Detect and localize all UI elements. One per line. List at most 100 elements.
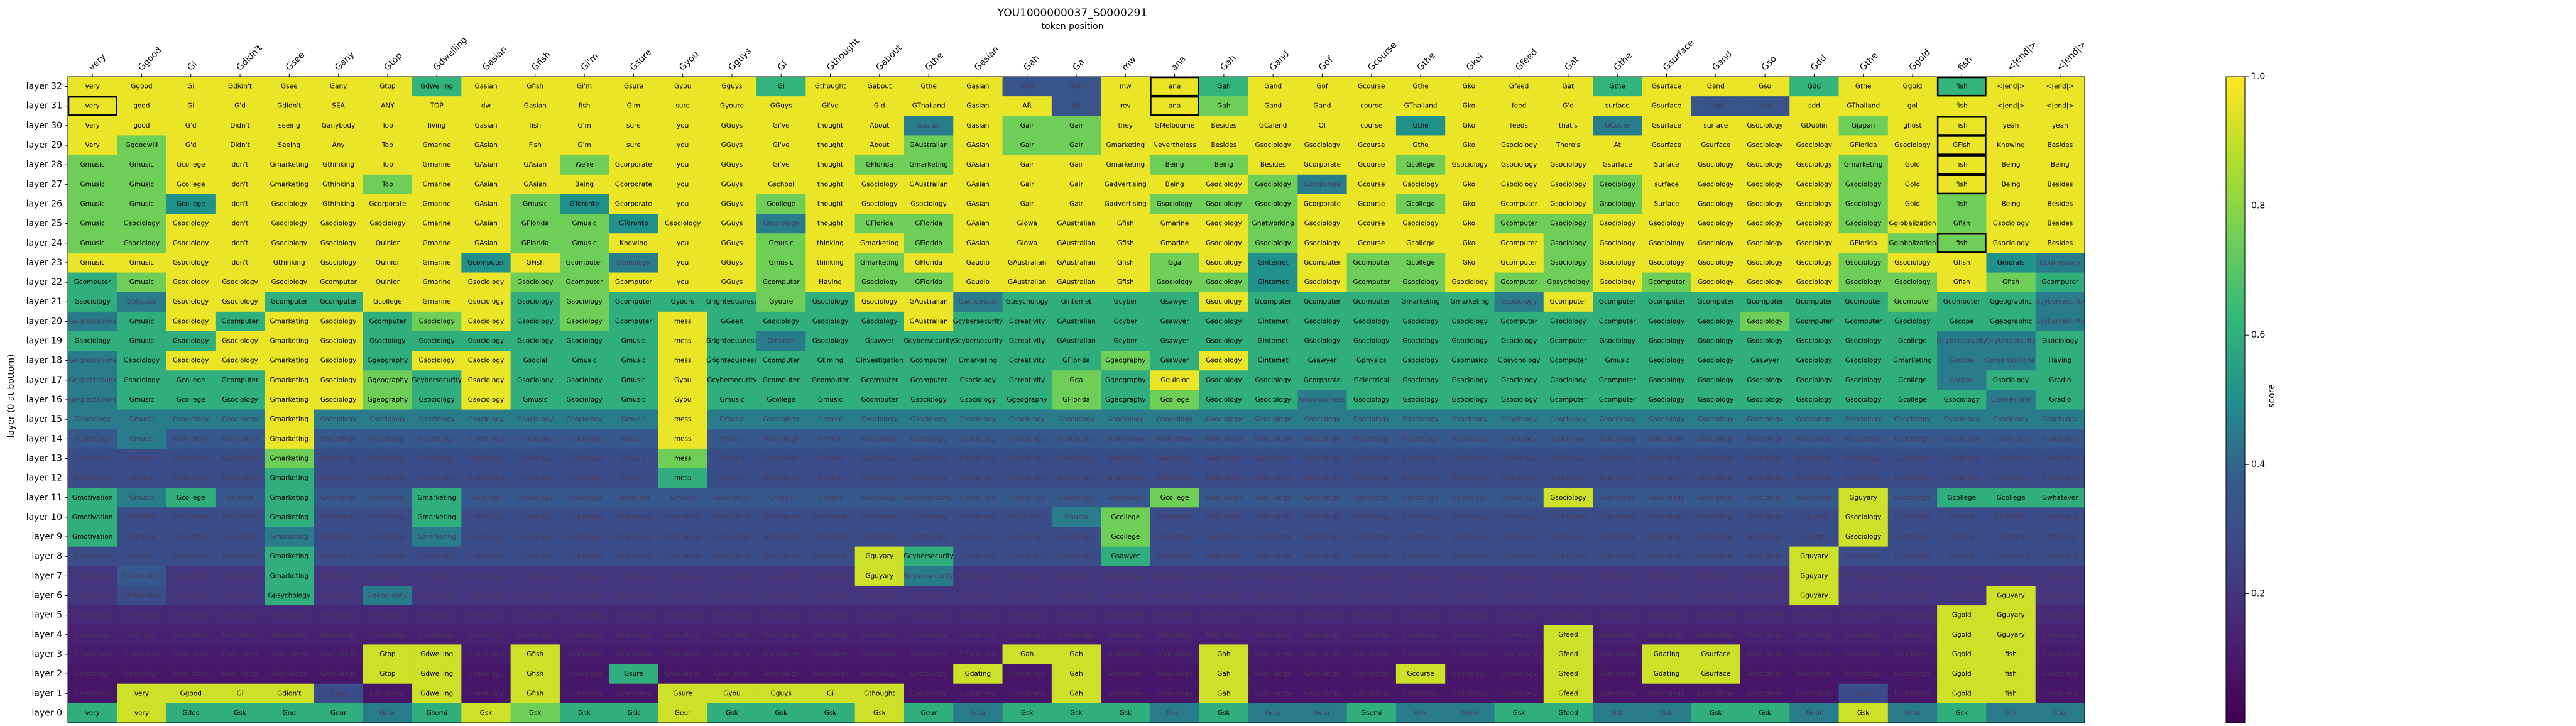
cell-label: Gsociology [1698, 454, 1733, 462]
cell-label: Gdidn't [277, 102, 301, 110]
cell-label: Gcollege [767, 200, 795, 207]
heatmap-cell [215, 585, 265, 606]
heatmap-cell [215, 233, 265, 253]
cell-label: Gsociology [1058, 553, 1094, 560]
heatmap-cell [756, 683, 806, 704]
heatmap-cell [1789, 272, 1840, 293]
heatmap-cell [609, 644, 659, 665]
heatmap-cell [314, 390, 364, 410]
cell-label: Gcomputer [1353, 278, 1390, 286]
cell-label: Gmusic [621, 454, 646, 462]
cell-label: feeds [1510, 122, 1528, 129]
y-tick-label: layer 24 [26, 238, 62, 248]
cell-label: Gsociology [1255, 651, 1291, 658]
cell-label: Gcomputer [1550, 298, 1587, 305]
cell-label: surface [1654, 180, 1679, 188]
heatmap-cell [1002, 625, 1052, 645]
heatmap-cell [1887, 194, 1938, 214]
cell-label: Gsociology [468, 690, 504, 697]
cell-label: Nevertheless [1153, 141, 1196, 149]
heatmap-cell [68, 233, 117, 253]
colorbar-segment [2226, 512, 2245, 519]
cell-label: Gsociology [1600, 239, 1635, 247]
cell-label: Gcomputer [1550, 396, 1587, 404]
heatmap-cell [2035, 605, 2085, 625]
cell-label: Gsociology [369, 533, 405, 541]
cell-label: Gsociology [320, 357, 356, 365]
cell-label: Gsociology [173, 298, 209, 305]
heatmap-cell [953, 214, 1003, 234]
cell-label: Gmarketing [270, 553, 308, 560]
cell-label: G'd [874, 102, 885, 110]
cell-label: Gsociology [1157, 454, 1192, 462]
heatmap-cell [1691, 233, 1741, 253]
heatmap-cell [756, 644, 806, 665]
heatmap-cell [658, 703, 708, 723]
cell-label: GFish [527, 259, 544, 267]
cell-label: Gsociology [1353, 612, 1389, 619]
colorbar-segment [2226, 136, 2245, 142]
cell-label: Gsociology [468, 631, 504, 639]
cell-label: Gthinking [618, 494, 650, 502]
cell-label: fish [1956, 83, 1968, 91]
cell-label: Ggeography [368, 377, 408, 384]
heatmap-cell [510, 194, 560, 214]
heatmap-cell [1543, 155, 1593, 175]
cell-label: Gsociology [1501, 553, 1537, 560]
colorbar-segment [2226, 157, 2245, 164]
cell-label: Gmusic [129, 454, 154, 462]
heatmap-cell [854, 77, 905, 97]
heatmap-cell [1346, 116, 1397, 136]
heatmap-cell [1494, 174, 1544, 195]
heatmap-cell [1986, 77, 2036, 97]
heatmap-cell [1150, 135, 1200, 156]
heatmap-cell [854, 253, 905, 273]
heatmap-cell [1642, 507, 1692, 527]
heatmap-cell [854, 625, 905, 645]
cell-label: Gsociology [1108, 494, 1143, 502]
heatmap-cell [559, 135, 609, 156]
x-tick-label: Gasian [481, 45, 509, 73]
heatmap-cell [854, 703, 905, 723]
heatmap-cell [117, 468, 167, 488]
colorbar-segment [2226, 593, 2245, 600]
heatmap-cell [314, 429, 364, 449]
x-tick-label: Gthe [1416, 51, 1438, 73]
cell-label: Gmusic [818, 415, 843, 423]
heatmap-cell [1986, 448, 2036, 469]
cell-label: Gsociology [1353, 533, 1389, 541]
heatmap-cell [1691, 311, 1741, 332]
cell-label: Gsociology [1550, 514, 1586, 521]
cell-label: Gsociology [616, 612, 652, 619]
cell-label: Gsociology [1944, 475, 1980, 482]
heatmap-cell [953, 683, 1003, 704]
cell-label: Gsociology [812, 338, 848, 345]
heatmap-cell [314, 488, 364, 508]
heatmap-cell [1642, 448, 1692, 469]
heatmap-cell [756, 488, 806, 508]
heatmap-cell [363, 488, 413, 508]
cell-label: Gsociology [1206, 200, 1242, 207]
x-tick-label: Gand [1268, 49, 1292, 73]
heatmap-cell [1051, 683, 1101, 704]
colorbar-segment [2226, 340, 2245, 347]
cell-label: Gsociology [2042, 475, 2078, 482]
heatmap-cell [756, 155, 806, 175]
heatmap-cell [707, 194, 757, 214]
heatmap-cell [363, 566, 413, 586]
heatmap-cell [658, 135, 708, 156]
heatmap-cell [166, 488, 216, 508]
heatmap-grid: very Ggood Gi Gdidn't Gsee Gany Gtop Gdwelling G… [67, 76, 2085, 723]
cell-label: Gsociology [320, 220, 356, 228]
cell-label: Gsociology [1747, 612, 1782, 619]
cell-label: Gsociology [960, 435, 996, 443]
heatmap-cell [1002, 507, 1052, 527]
cell-label: Gsociology [1108, 631, 1143, 639]
heatmap-cell [1248, 625, 1298, 645]
heatmap-cell [854, 331, 905, 351]
heatmap-cell [314, 214, 364, 234]
heatmap-cell [1789, 214, 1840, 234]
cell-label: Gcomputer [615, 317, 652, 325]
cell-label: Gi've [773, 122, 790, 129]
heatmap-cell [1494, 664, 1544, 685]
